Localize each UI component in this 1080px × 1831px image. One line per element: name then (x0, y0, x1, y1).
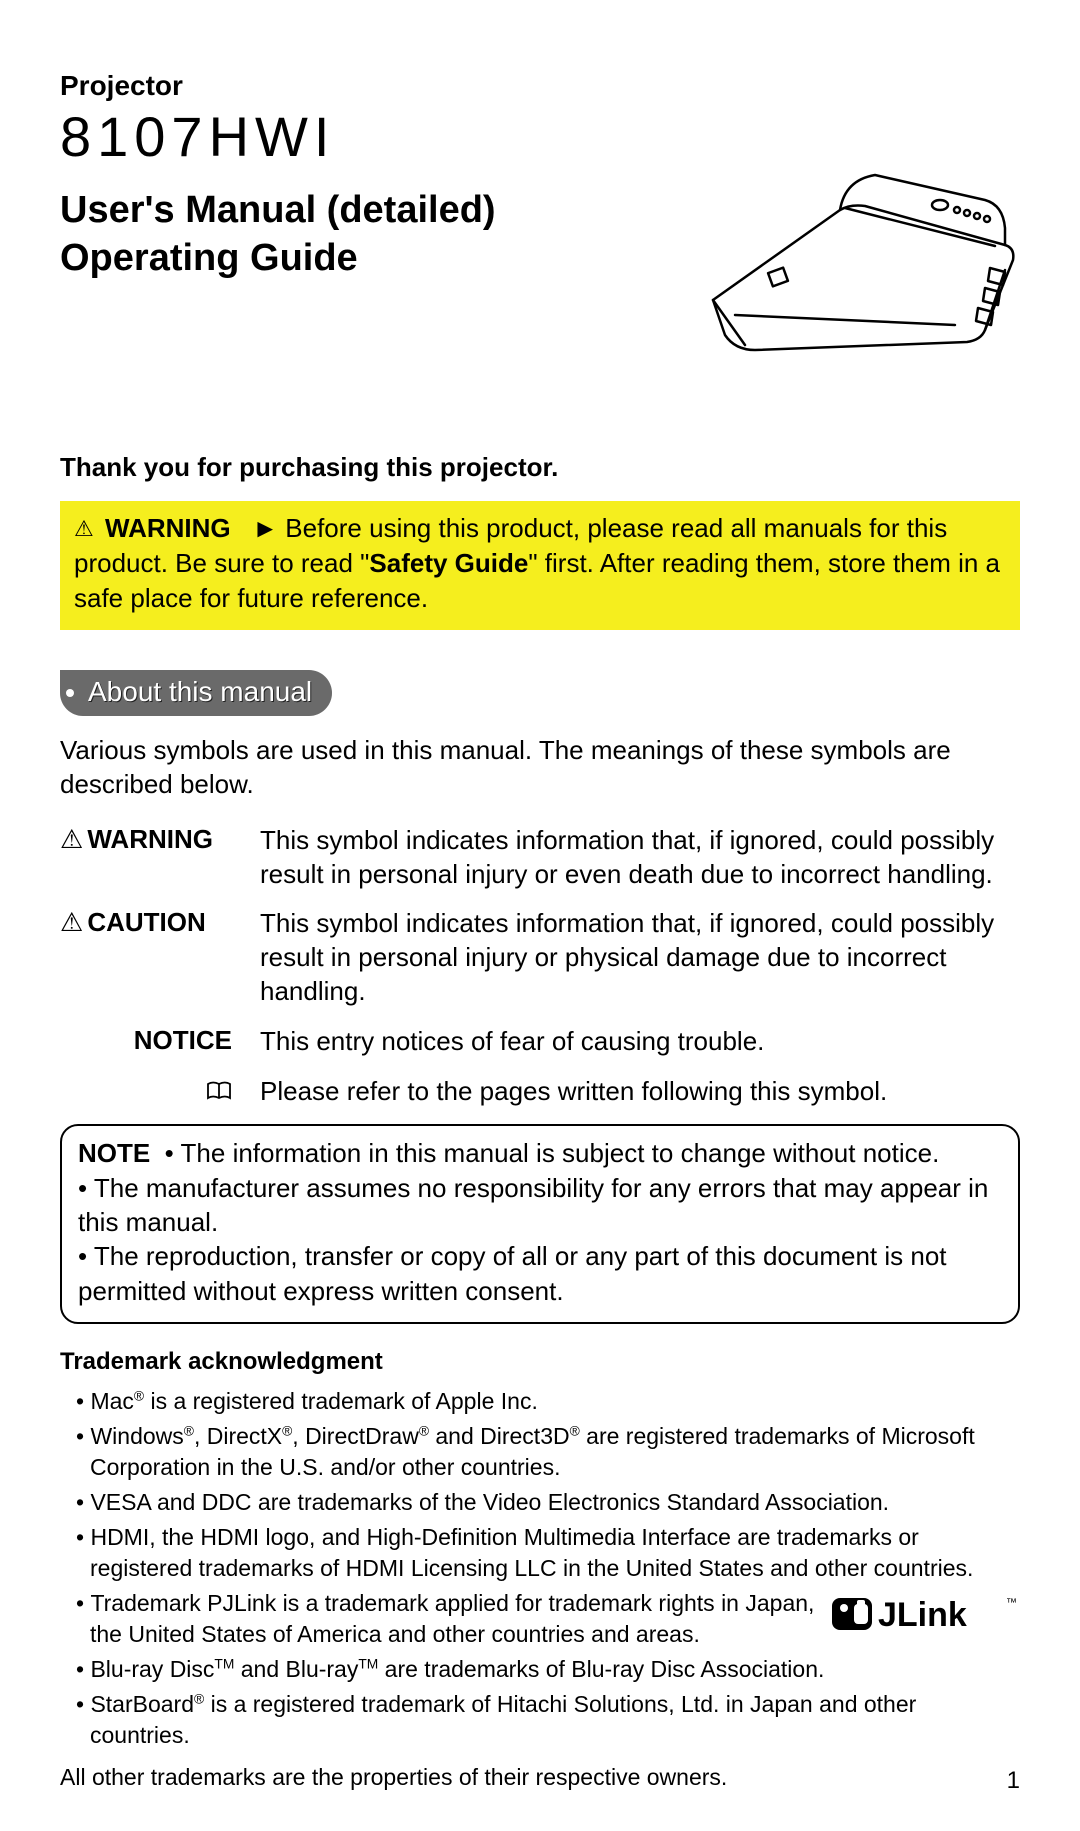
symbol-definitions: ⚠WARNING This symbol indicates informati… (60, 824, 1020, 1109)
thank-you-text: Thank you for purchasing this projector. (60, 452, 1020, 483)
note-callout: NOTE • The information in this manual is… (60, 1124, 1020, 1324)
book-icon (206, 1081, 232, 1101)
section-intro: Various symbols are used in this manual.… (60, 734, 1020, 802)
tm-item: StarBoard® is a registered trademark of … (60, 1689, 1020, 1751)
symbol-row-book: Please refer to the pages written follow… (60, 1075, 1020, 1109)
warning-triangle-icon: ⚠ (74, 516, 94, 541)
pjlink-logo: JLink ™ (844, 1592, 1020, 1648)
symbol-book-label (60, 1075, 260, 1109)
note-bullet-2: The manufacturer assumes no responsibili… (78, 1173, 988, 1237)
warning-triangle-icon: ⚠ (60, 824, 83, 854)
tm-item: Blu-ray DiscTM and Blu-rayTM are tradema… (60, 1654, 1020, 1685)
page-number: 1 (1007, 1767, 1020, 1795)
warning-callout: ⚠ WARNING ► Before using this product, p… (60, 501, 1020, 630)
note-bullet-1: The information in this manual is subjec… (181, 1138, 940, 1168)
trademark-heading: Trademark acknowledgment (60, 1348, 1020, 1376)
trademark-list: Mac® is a registered trademark of Apple … (60, 1386, 1020, 1752)
symbol-row-caution: ⚠CAUTION This symbol indicates informati… (60, 907, 1020, 1008)
symbol-book-desc: Please refer to the pages written follow… (260, 1075, 1020, 1109)
symbol-warning-label: ⚠WARNING (60, 824, 260, 892)
caution-triangle-icon: ⚠ (60, 907, 83, 937)
note-label: NOTE (78, 1138, 150, 1168)
arrow-icon: ► (252, 513, 278, 543)
safety-guide-emphasis: Safety Guide (369, 548, 528, 578)
tm-item: VESA and DDC are trademarks of the Video… (60, 1487, 1020, 1518)
symbol-notice-label: NOTICE (60, 1025, 260, 1059)
tm-item: Mac® is a registered trademark of Apple … (60, 1386, 1020, 1417)
svg-text:JLink: JLink (878, 1596, 967, 1634)
title-line2: Operating Guide (60, 237, 358, 279)
symbol-warning-desc: This symbol indicates information that, … (260, 824, 1020, 892)
symbol-caution-desc: This symbol indicates information that, … (260, 907, 1020, 1008)
symbol-notice-desc: This entry notices of fear of causing tr… (260, 1025, 1020, 1059)
warning-label: WARNING (105, 513, 231, 543)
tm-item: Windows®, DirectX®, DirectDraw® and Dire… (60, 1421, 1020, 1483)
symbol-row-notice: NOTICE This entry notices of fear of cau… (60, 1025, 1020, 1059)
tm-item: HDMI, the HDMI logo, and High-Definition… (60, 1522, 1020, 1584)
note-bullet-3: The reproduction, transfer or copy of al… (78, 1241, 947, 1305)
symbol-row-warning: ⚠WARNING This symbol indicates informati… (60, 824, 1020, 892)
projector-illustration (695, 150, 1025, 370)
svg-text:™: ™ (1006, 1597, 1017, 1609)
symbol-caution-label: ⚠CAUTION (60, 907, 260, 1008)
section-heading-pill: About this manual (60, 670, 332, 716)
trademark-closing: All other trademarks are the properties … (60, 1764, 1020, 1791)
title-line1: User's Manual (detailed) (60, 189, 496, 231)
tm-item-pjlink: JLink ™ Trademark PJLink is a trademark … (60, 1588, 1020, 1650)
header-product-label: Projector (60, 70, 1020, 102)
